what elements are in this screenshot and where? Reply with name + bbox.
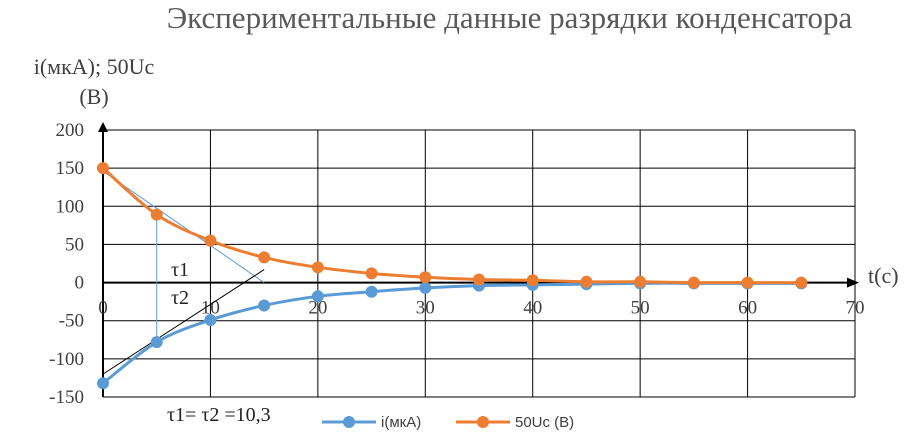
data-point-current	[419, 281, 432, 294]
data-point-voltage	[795, 276, 808, 289]
y-tick-label: -100	[49, 349, 84, 370]
y-axis-label-line1: i(мкА); 50Uc	[33, 54, 155, 79]
data-point-voltage	[634, 275, 647, 288]
x-tick-label: 0	[98, 298, 108, 319]
grid	[98, 122, 859, 398]
y-axis-arrow	[98, 122, 108, 132]
legend: i(мкА) 50Uc (В)	[322, 414, 574, 431]
data-point-current	[204, 313, 217, 326]
x-axis-arrow	[847, 277, 859, 288]
x-tick-labels: 0 10 20 30 40 50 60 70	[98, 298, 864, 319]
x-tick-label: 30	[416, 298, 435, 319]
data-point-voltage	[741, 276, 754, 289]
data-point-voltage	[258, 251, 271, 264]
y-axis-label-line2: (В)	[79, 84, 109, 109]
data-point-voltage	[150, 208, 163, 221]
helper-lines	[102, 170, 265, 375]
x-tick-label: 40	[523, 298, 542, 319]
x-tick-label: 60	[738, 298, 757, 319]
data-point-voltage	[687, 276, 700, 289]
data-point-current	[365, 285, 378, 298]
data-point-current	[150, 336, 163, 349]
legend-marker-uc	[477, 416, 489, 428]
x-tick-label: 10	[201, 298, 220, 319]
data-point-voltage	[365, 267, 378, 280]
data-point-current	[97, 377, 109, 390]
legend-label-i: i(мкА)	[381, 414, 421, 431]
legend-marker-i	[343, 416, 355, 428]
data-point-current	[258, 299, 271, 312]
data-point-voltage	[97, 162, 109, 175]
data-point-current	[311, 290, 324, 303]
data-point-voltage	[473, 273, 485, 286]
data-point-voltage	[204, 234, 217, 247]
y-tick-label: -150	[49, 387, 84, 408]
tangent-line	[102, 269, 265, 375]
tangent-line	[102, 170, 265, 283]
x-tick-label: 70	[846, 298, 865, 319]
y-tick-label: 200	[56, 120, 85, 141]
x-tick-label: 50	[631, 298, 650, 319]
series-group	[97, 162, 808, 390]
y-tick-label: 150	[56, 158, 85, 179]
y-tick-labels: 200 150 100 50 0 -50 -100 -150	[49, 120, 84, 408]
y-tick-label: 0	[75, 273, 85, 294]
data-point-voltage	[419, 271, 432, 284]
data-point-voltage	[311, 261, 324, 274]
data-point-voltage	[526, 274, 539, 287]
chart-title: Экспериментальные данные разрядки конден…	[166, 0, 853, 35]
y-tick-label: 50	[65, 234, 84, 255]
y-tick-label: -50	[59, 311, 84, 332]
tau1-label: τ1	[171, 259, 189, 281]
legend-label-uc: 50Uc (В)	[515, 414, 574, 431]
data-point-voltage	[580, 275, 593, 288]
y-axis-label: i(мкА); 50Uc (В)	[14, 52, 174, 112]
tau-result: τ1= τ2 =10,3	[167, 404, 271, 426]
x-axis-label: t(c)	[868, 263, 899, 288]
tau2-label: τ2	[171, 287, 189, 309]
x-tick-label: 20	[308, 298, 327, 319]
y-tick-label: 100	[56, 196, 85, 217]
series-line-voltage	[102, 167, 802, 285]
